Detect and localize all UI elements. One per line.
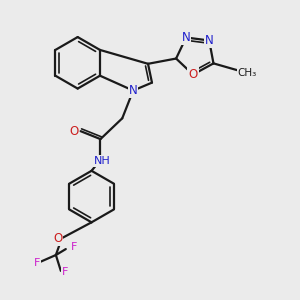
Text: O: O — [53, 232, 62, 245]
Text: O: O — [69, 125, 78, 138]
Text: N: N — [205, 34, 214, 47]
Text: F: F — [61, 267, 68, 277]
Text: F: F — [34, 258, 40, 268]
Text: O: O — [188, 68, 198, 81]
Text: NH: NH — [94, 156, 111, 166]
Text: F: F — [70, 242, 77, 252]
Text: CH₃: CH₃ — [238, 68, 257, 78]
Text: N: N — [182, 31, 190, 44]
Text: N: N — [129, 84, 137, 97]
